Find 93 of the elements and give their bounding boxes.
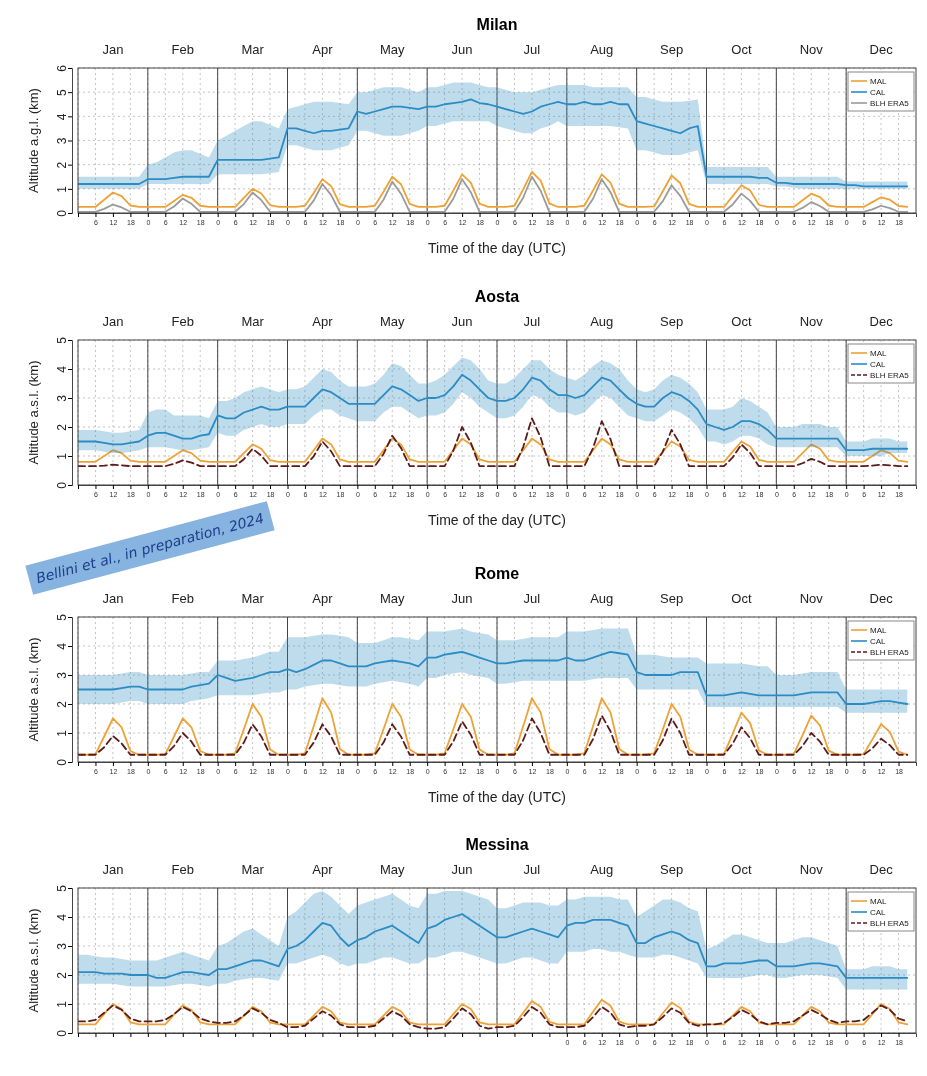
text: Apr <box>312 862 334 877</box>
text: Aug <box>590 591 614 606</box>
text: Jul <box>523 591 541 606</box>
text: Mar <box>241 862 265 877</box>
legend-label: MAL <box>870 626 887 635</box>
y-axis-title: Altitude a.s.l. (km) <box>26 908 41 1013</box>
text: Dec <box>869 42 894 57</box>
text: Sep <box>660 862 684 877</box>
y-tick-label: 0 <box>55 1029 70 1037</box>
y-tick-label: 3 <box>55 394 70 402</box>
text: Sep <box>660 591 684 606</box>
text: Feb <box>171 42 194 57</box>
y-tick-label: 3 <box>55 137 70 145</box>
y-tick-label: 1 <box>55 729 70 737</box>
text: Oct <box>731 314 752 329</box>
text: Feb <box>171 314 194 329</box>
text: Jun <box>451 591 473 606</box>
y-tick-label: 4 <box>55 913 70 921</box>
text: Aug <box>590 862 614 877</box>
y-tick-label: 5 <box>55 613 70 621</box>
chart-title: Messina <box>465 836 529 853</box>
y-axis-title: Altitude a.s.l. (km) <box>26 637 41 742</box>
text: Jan <box>102 862 124 877</box>
legend-label: BLH ERA5 <box>870 648 910 657</box>
text: Nov <box>799 42 824 57</box>
y-tick-label: 0 <box>55 209 70 217</box>
text: Nov <box>799 591 824 606</box>
text: Jan <box>102 314 124 329</box>
text: Sep <box>660 42 684 57</box>
legend-label: MAL <box>870 77 887 86</box>
text: Mar <box>241 314 265 329</box>
y-tick-label: 3 <box>55 671 70 679</box>
legend-label: MAL <box>870 897 887 906</box>
text: Dec <box>869 314 894 329</box>
legend-label: BLH ERA5 <box>870 919 910 928</box>
chart-title: Aosta <box>474 288 520 305</box>
y-tick-label: 1 <box>55 1000 70 1008</box>
y-tick-label: 5 <box>55 89 70 97</box>
text: May <box>379 314 406 329</box>
text: Jul <box>523 42 541 57</box>
chart-title: Rome <box>474 565 520 582</box>
text: May <box>379 862 406 877</box>
y-tick-label: 1 <box>55 185 70 193</box>
text: Jul <box>523 862 541 877</box>
chart-title: Milan <box>476 16 518 33</box>
legend-label: CAL <box>870 637 887 646</box>
text: Oct <box>731 591 752 606</box>
y-tick-label: 2 <box>55 423 70 431</box>
text: Mar <box>241 42 265 57</box>
y-tick-label: 4 <box>55 113 70 121</box>
legend-label: BLH ERA5 <box>870 99 910 108</box>
legend-label: CAL <box>870 908 887 917</box>
y-tick-label: 1 <box>55 452 70 460</box>
text: Dec <box>869 591 894 606</box>
text: Jun <box>451 42 473 57</box>
y-tick-label: 6 <box>55 64 70 72</box>
text: Aug <box>590 42 614 57</box>
y-axis-title: Altitude a.g.l. (km) <box>26 88 41 193</box>
text: Apr <box>312 591 334 606</box>
y-tick-label: 0 <box>55 758 70 766</box>
y-tick-label: 2 <box>55 971 70 979</box>
x-axis-title: Time of the day (UTC) <box>428 789 566 805</box>
legend-label: MAL <box>870 349 887 358</box>
text: May <box>379 591 406 606</box>
y-tick-label: 3 <box>55 942 70 950</box>
y-tick-label: 4 <box>55 365 70 373</box>
x-axis-title: Time of the day (UTC) <box>428 512 566 528</box>
text: Feb <box>171 862 194 877</box>
y-axis-title: Altitude a.s.l. (km) <box>26 360 41 465</box>
legend-label: BLH ERA5 <box>870 371 910 380</box>
text: Nov <box>799 862 824 877</box>
text: Oct <box>731 42 752 57</box>
y-tick-label: 0 <box>55 481 70 489</box>
text: Oct <box>731 862 752 877</box>
text: Jun <box>451 314 473 329</box>
legend-label: CAL <box>870 88 887 97</box>
text: Apr <box>312 42 334 57</box>
legend-label: CAL <box>870 360 887 369</box>
text: Jun <box>451 862 473 877</box>
text: Jul <box>523 314 541 329</box>
y-tick-label: 2 <box>55 700 70 708</box>
y-tick-label: 4 <box>55 642 70 650</box>
text: Apr <box>312 314 334 329</box>
text: Aug <box>590 314 614 329</box>
text: May <box>379 42 406 57</box>
y-tick-label: 5 <box>55 336 70 344</box>
text: Jan <box>102 42 124 57</box>
y-tick-label: 2 <box>55 161 70 169</box>
text: Dec <box>869 862 894 877</box>
text: Sep <box>660 314 684 329</box>
x-axis-title: Time of the day (UTC) <box>428 240 566 256</box>
text: Nov <box>799 314 824 329</box>
y-tick-label: 5 <box>55 884 70 892</box>
